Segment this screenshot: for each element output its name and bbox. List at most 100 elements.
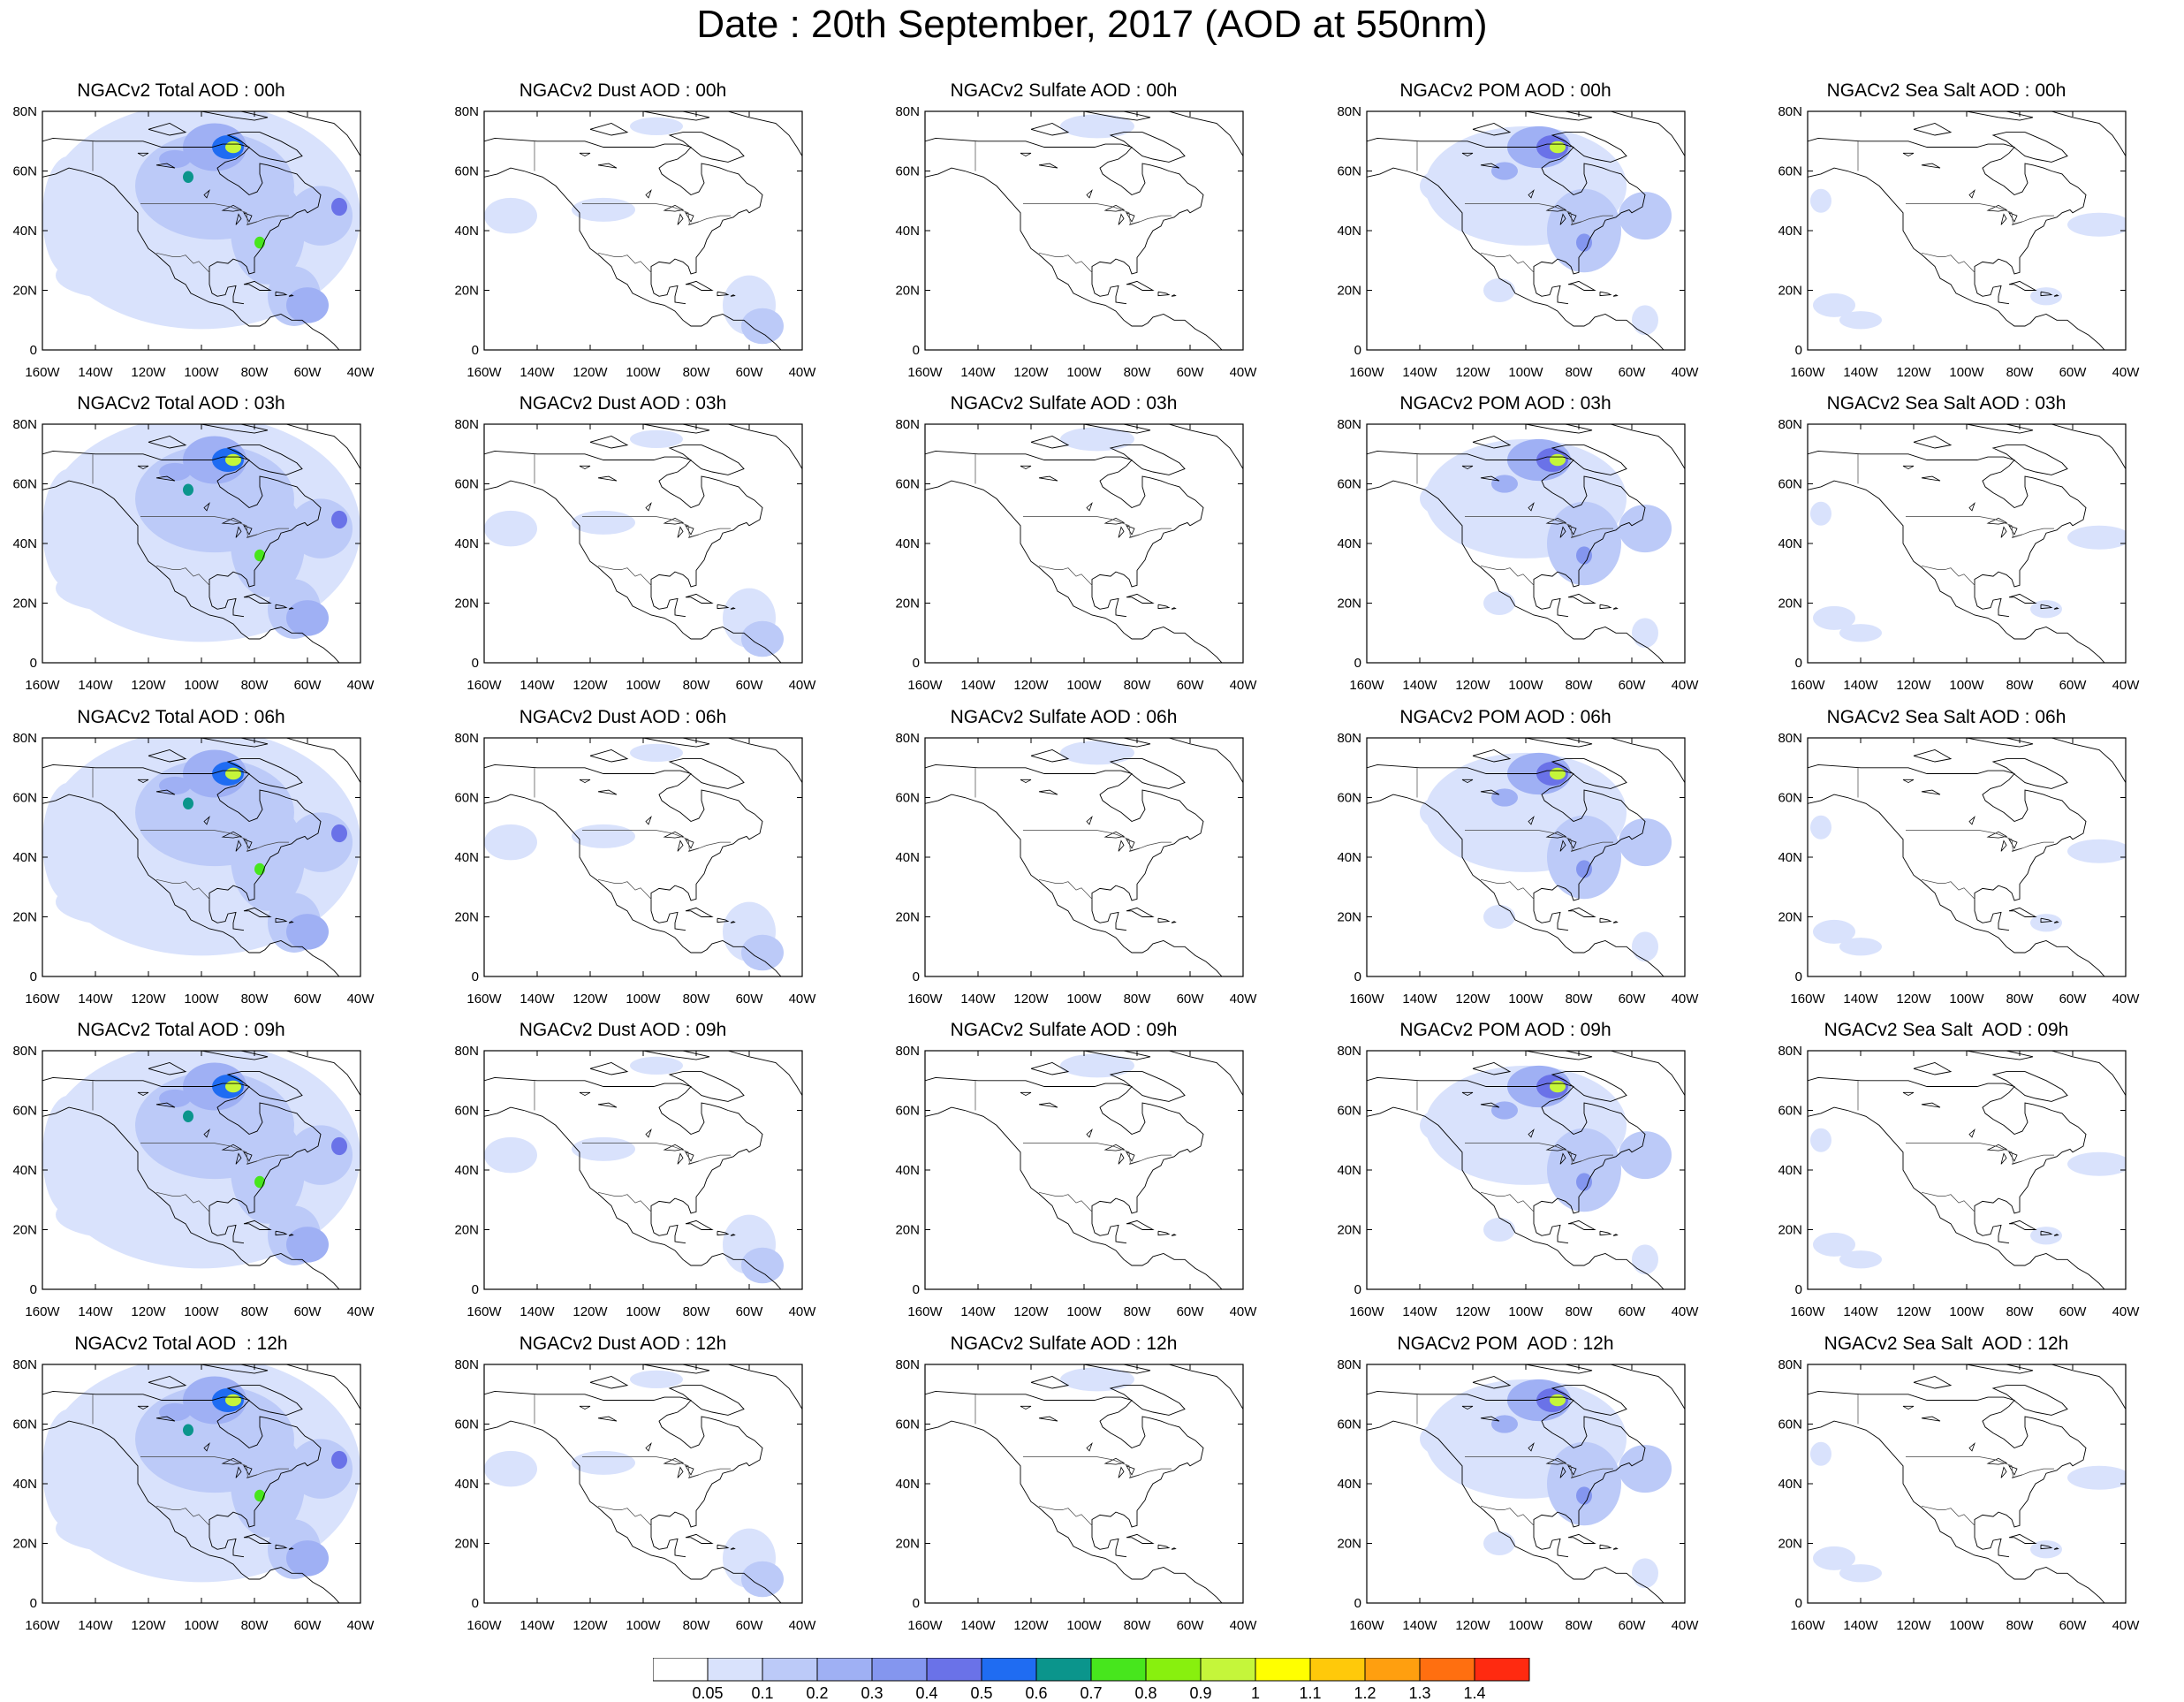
- y-tick-label: 60N: [1778, 791, 1802, 806]
- y-tick-label: 0: [30, 343, 37, 358]
- panel-title: NGACv2 Sulfate AOD : 12h: [950, 1333, 1178, 1354]
- aod-map: 160W 140W 120W 100W 80W 60W 40W 0 20N 40N 60N 80N: [1337, 731, 1699, 1007]
- aod-region: [331, 1450, 347, 1470]
- aod-region: [1813, 1546, 1855, 1570]
- y-tick-label: 80N: [895, 104, 920, 119]
- colorbar-swatch: [926, 1658, 982, 1682]
- x-tick-label: 120W: [1896, 1304, 1931, 1319]
- x-tick-label: 60W: [294, 1304, 322, 1319]
- aod-map: 160W 140W 120W 100W 80W 60W 40W 0 20N 40N 60N 80N: [1778, 731, 2140, 1007]
- x-tick-label: 140W: [519, 678, 555, 693]
- x-tick-label: 40W: [1672, 678, 1700, 693]
- y-tick-label: 60N: [1337, 477, 1361, 492]
- y-tick-label: 0: [1354, 656, 1361, 671]
- aod-region: [1483, 591, 1515, 615]
- x-tick-label: 140W: [519, 1304, 555, 1319]
- x-tick-label: 140W: [960, 992, 996, 1007]
- x-tick-label: 60W: [1619, 365, 1647, 380]
- x-tick-label: 40W: [2112, 678, 2141, 693]
- map-panel-pom: NGACv2 POM AOD : 12h 160W 140W 120W 100W 80W 6…: [1324, 1333, 1699, 1637]
- x-tick-label: 100W: [1949, 1304, 1984, 1319]
- y-tick-label: 20N: [454, 596, 479, 612]
- aod-region: [159, 1089, 191, 1108]
- x-tick-label: 100W: [1949, 678, 1984, 693]
- y-tick-label: 80N: [1778, 1357, 1802, 1372]
- aod-region: [1810, 1128, 1831, 1152]
- x-tick-label: 100W: [1508, 1618, 1543, 1633]
- x-tick-label: 140W: [1402, 1618, 1437, 1633]
- y-tick-label: 0: [472, 1282, 479, 1297]
- x-tick-label: 40W: [1230, 1304, 1258, 1319]
- x-tick-label: 120W: [1013, 365, 1049, 380]
- colorbar-swatch: [1255, 1658, 1311, 1682]
- panel-title: NGACv2 Total AOD : 12h: [74, 1333, 288, 1354]
- map-panel-pom: NGACv2 POM AOD : 09h 160W 140W 120W 100W 80W 6…: [1324, 1019, 1699, 1324]
- y-tick-label: 80N: [454, 1044, 479, 1059]
- y-tick-label: 40N: [12, 536, 37, 551]
- x-tick-label: 80W: [1566, 992, 1594, 1007]
- y-tick-label: 20N: [1778, 284, 1802, 299]
- x-tick-label: 40W: [1672, 1304, 1700, 1319]
- y-tick-label: 60N: [454, 164, 479, 179]
- x-tick-label: 140W: [1843, 678, 1878, 693]
- map-panel-seasalt: NGACv2 Sea Salt AOD : 12h 160W 140W 120W 100…: [1765, 1333, 2140, 1637]
- x-tick-label: 100W: [184, 365, 219, 380]
- aod-region: [1491, 475, 1518, 493]
- y-tick-label: 40N: [454, 1163, 479, 1178]
- x-tick-label: 40W: [789, 992, 817, 1007]
- x-tick-label: 80W: [241, 678, 269, 693]
- y-tick-label: 20N: [454, 910, 479, 925]
- x-tick-label: 120W: [573, 365, 608, 380]
- y-tick-label: 60N: [12, 1104, 37, 1119]
- map-panel-sulfate: NGACv2 Sulfate AOD : 00h 160W 140W 120W 100W…: [883, 80, 1257, 384]
- aod-map: 160W 140W 120W 100W 80W 60W 40W 0 20N 40N 60N 80N: [12, 731, 375, 1007]
- x-tick-label: 120W: [1896, 1618, 1931, 1633]
- y-tick-label: 60N: [454, 1417, 479, 1432]
- aod-region: [630, 1370, 683, 1388]
- colorbar-swatch: [1035, 1658, 1092, 1682]
- y-tick-label: 0: [1795, 343, 1802, 358]
- x-tick-label: 80W: [1124, 992, 1152, 1007]
- aod-region: [1060, 1367, 1134, 1392]
- aod-region: [1483, 1531, 1515, 1555]
- x-tick-label: 100W: [184, 1618, 219, 1633]
- x-tick-label: 160W: [907, 365, 943, 380]
- x-tick-label: 80W: [683, 992, 711, 1007]
- x-tick-label: 160W: [1790, 992, 1825, 1007]
- y-tick-label: 60N: [1337, 1104, 1361, 1119]
- aod-region: [1632, 1558, 1658, 1589]
- y-tick-label: 60N: [454, 791, 479, 806]
- aod-region: [1810, 815, 1831, 840]
- aod-region: [1550, 141, 1566, 154]
- x-tick-label: 80W: [241, 1304, 269, 1319]
- aod-region: [231, 1430, 305, 1538]
- x-tick-label: 100W: [1508, 1304, 1543, 1319]
- x-tick-label: 120W: [1013, 1304, 1049, 1319]
- aod-region: [484, 197, 537, 234]
- x-tick-label: 40W: [789, 1618, 817, 1633]
- y-tick-label: 60N: [12, 1417, 37, 1432]
- panel-title: NGACv2 Sea Salt AOD : 09h: [1824, 1020, 2069, 1040]
- aod-region: [1813, 293, 1855, 317]
- map-panel-sulfate: NGACv2 Sulfate AOD : 06h 160W 140W 120W 100W…: [883, 706, 1257, 1011]
- aod-region: [484, 824, 537, 861]
- y-tick-label: 20N: [454, 1223, 479, 1238]
- map-panel-dust: NGACv2 Dust AOD : 06h 160W 140W 120W 100W 80W…: [442, 706, 816, 1011]
- x-tick-label: 120W: [131, 1304, 166, 1319]
- aod-region: [2067, 1151, 2126, 1176]
- y-tick-label: 20N: [1337, 284, 1361, 299]
- y-tick-label: 20N: [1778, 1537, 1802, 1552]
- aod-map: 160W 140W 120W 100W 80W 60W 40W 0 20N 40N 60N 80N: [454, 731, 816, 1007]
- x-tick-label: 160W: [25, 678, 60, 693]
- x-tick-label: 160W: [1349, 678, 1384, 693]
- x-tick-label: 60W: [1177, 1304, 1205, 1319]
- panel-title: NGACv2 Sea Salt AOD : 06h: [1826, 707, 2066, 727]
- y-tick-label: 80N: [895, 731, 920, 746]
- aod-region: [1060, 1053, 1134, 1078]
- y-tick-label: 60N: [1778, 1417, 1802, 1432]
- x-tick-label: 80W: [241, 1618, 269, 1633]
- y-tick-label: 20N: [1778, 910, 1802, 925]
- aod-region: [159, 776, 191, 795]
- aod-region: [2067, 839, 2126, 863]
- aod-region: [1813, 605, 1855, 630]
